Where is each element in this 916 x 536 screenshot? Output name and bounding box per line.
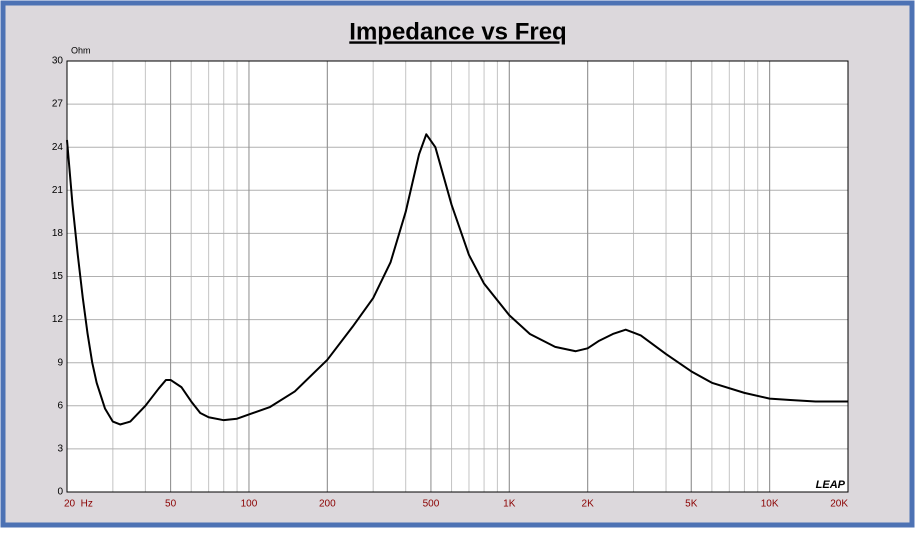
chart-title: Impedance vs Freq xyxy=(349,18,566,45)
x-tick-label: 5K xyxy=(685,499,698,510)
y-tick-label: 24 xyxy=(52,142,64,153)
y-tick-label: 30 xyxy=(52,56,64,67)
y-tick-label: 0 xyxy=(57,487,63,498)
y-tick-label: 27 xyxy=(52,99,64,110)
y-tick-label: 18 xyxy=(52,228,64,239)
watermark: LEAP xyxy=(816,479,846,491)
y-tick-label: 6 xyxy=(57,400,63,411)
x-tick-label: 50 xyxy=(165,499,177,510)
x-tick-label: 200 xyxy=(319,499,336,510)
x-tick-label: 1K xyxy=(503,499,516,510)
x-tick-label: 100 xyxy=(241,499,258,510)
x-tick-label: 10K xyxy=(761,499,779,510)
y-tick-label: 9 xyxy=(57,357,63,368)
x-tick-label: 2K xyxy=(582,499,595,510)
x-tick-label: 500 xyxy=(423,499,440,510)
y-tick-label: 15 xyxy=(52,271,64,282)
plot-border xyxy=(66,60,849,493)
y-tick-label: 12 xyxy=(52,314,64,325)
impedance-line xyxy=(66,133,848,426)
y-axis-label: Ohm xyxy=(71,45,91,55)
x-tick-label: 20K xyxy=(830,499,848,510)
y-tick-label: 21 xyxy=(52,185,64,196)
x-tick-label: 20 Hz xyxy=(64,499,93,510)
y-tick-label: 3 xyxy=(57,444,63,455)
